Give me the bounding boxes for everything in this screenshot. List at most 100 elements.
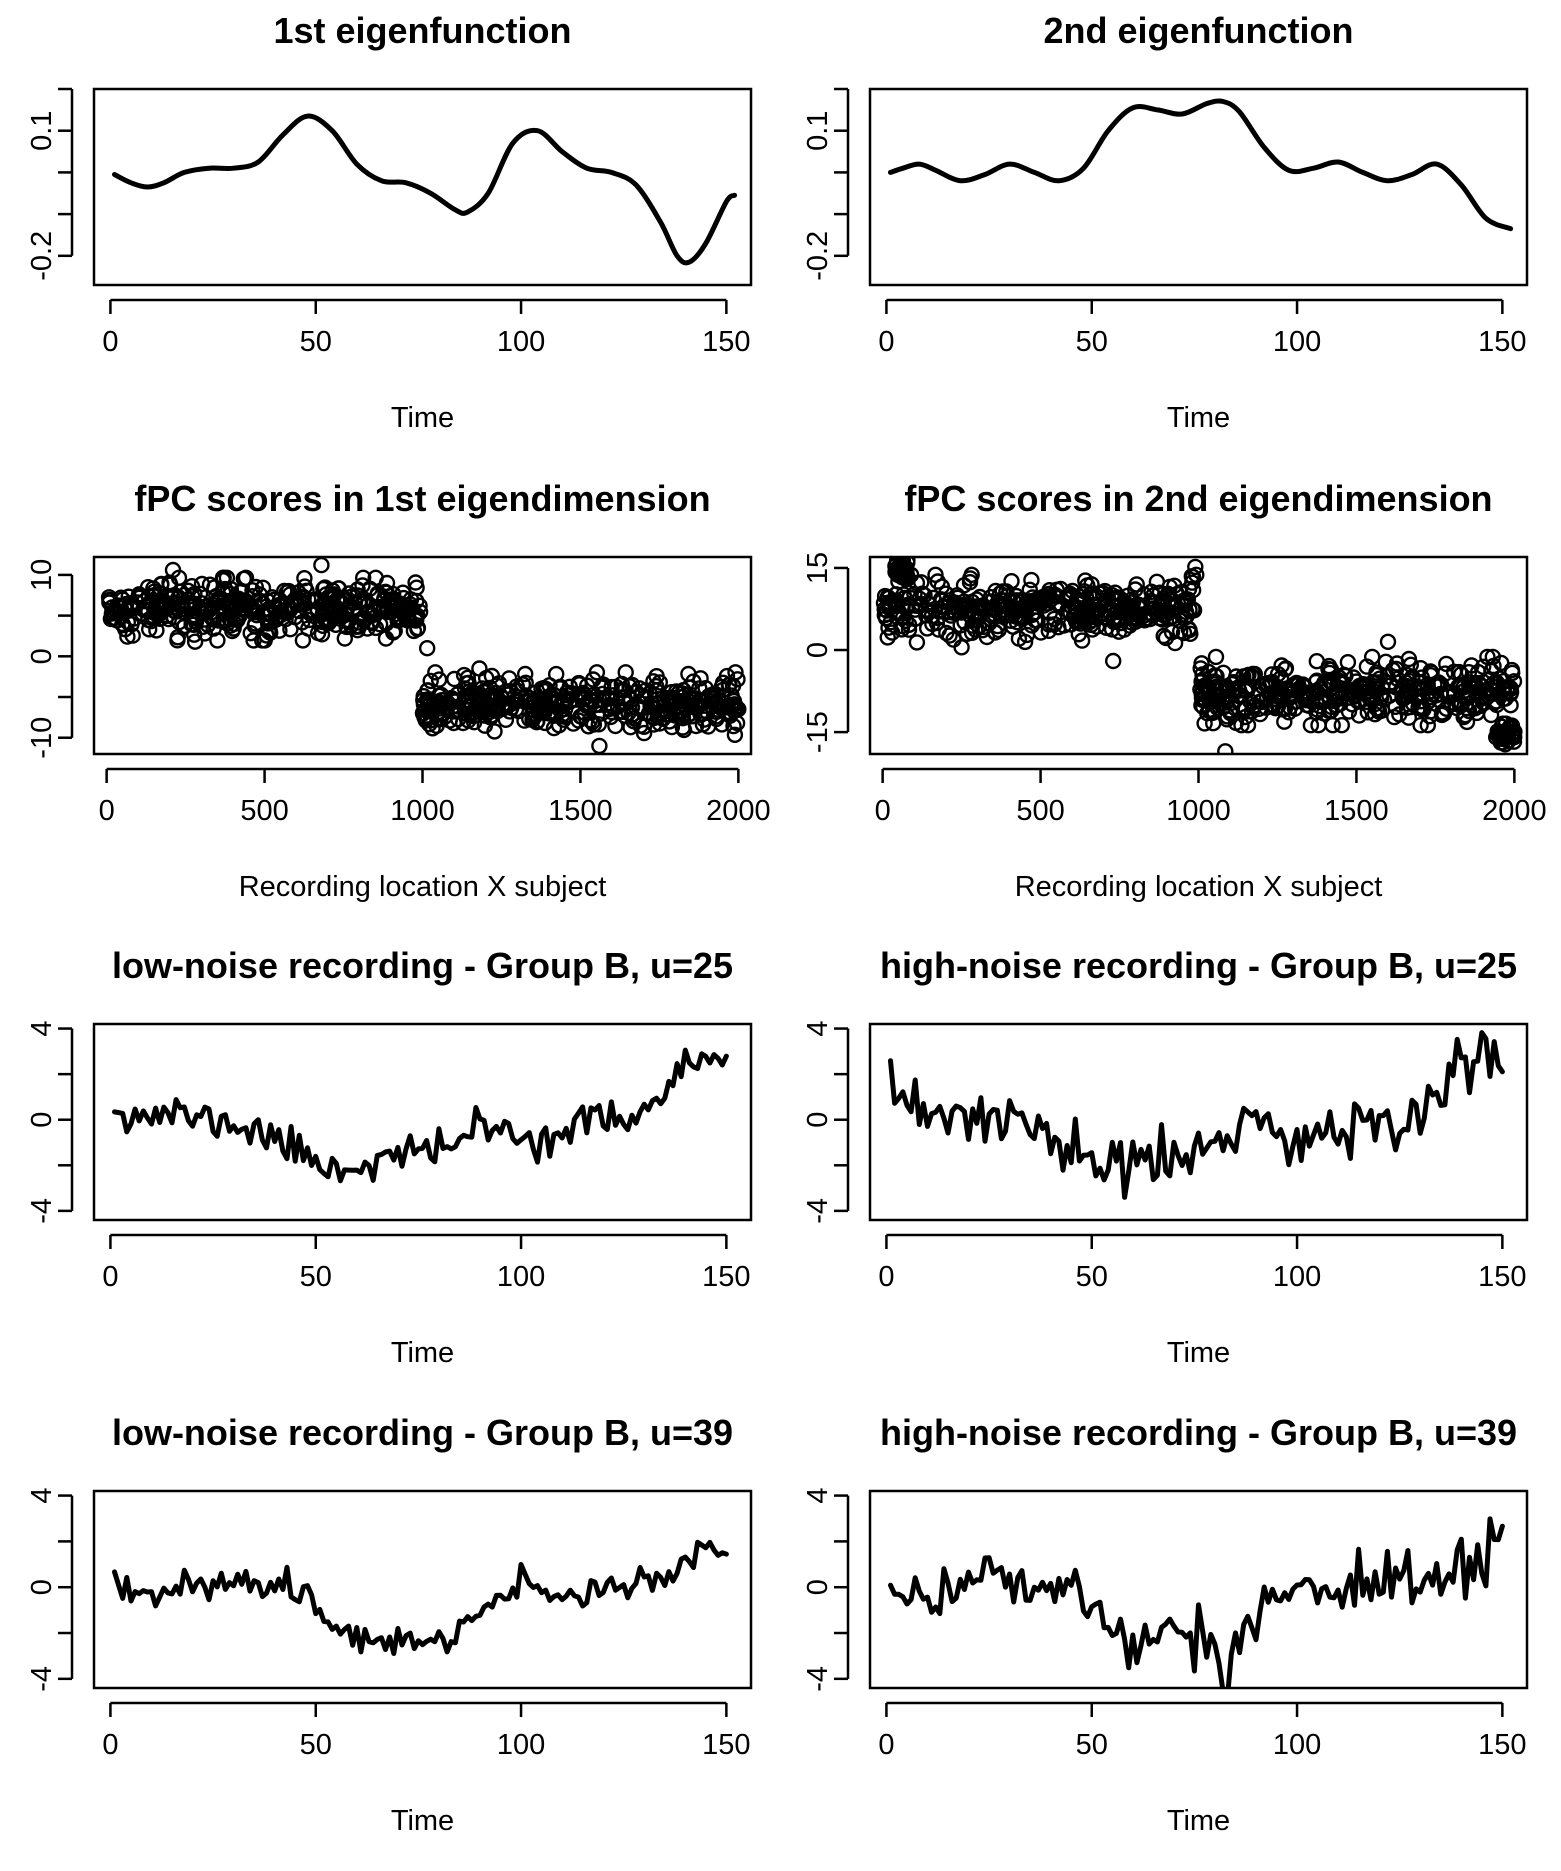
scatter-point [296, 570, 313, 587]
scatter-point [1233, 687, 1250, 704]
scatter-point [1371, 670, 1388, 687]
scatter-point [1286, 700, 1304, 717]
y-tick-label: 10 [26, 559, 58, 591]
scatter-point [1262, 685, 1280, 702]
x-tick-label: 100 [1273, 1729, 1321, 1761]
scatter-point [1398, 699, 1416, 716]
y-tick-label: 0 [26, 648, 58, 664]
scatter-point [430, 697, 447, 714]
scatter-point [130, 588, 147, 605]
scatter-point [281, 599, 298, 616]
scatter-point [1310, 717, 1327, 734]
scatter-point [101, 594, 118, 611]
y-tick-label: 4 [26, 1488, 58, 1504]
scatter-point [325, 608, 342, 625]
scatter-point [728, 699, 745, 716]
y-tick-label: 4 [26, 1020, 58, 1036]
scatter-point [1366, 706, 1384, 723]
x-tick-label: 1000 [390, 795, 455, 827]
scatter-point [1176, 609, 1193, 627]
scatter-point [1199, 705, 1216, 722]
data-marks [112, 1047, 729, 1184]
chart-title: fPC scores in 1st eigendimension [134, 478, 710, 519]
scatter-point [459, 669, 476, 686]
scatter-point [1320, 702, 1338, 720]
scatter-point [362, 613, 380, 630]
scatter-point [226, 600, 243, 618]
x-tick-label: 0 [99, 795, 115, 827]
scatter-point [411, 603, 429, 621]
scatter-point [1188, 566, 1205, 583]
scatter-point [1398, 666, 1416, 683]
scatter-point [379, 603, 396, 621]
scatter-point [1068, 590, 1086, 608]
scatter-point [1455, 679, 1472, 696]
x-tick-label: 0 [102, 1261, 118, 1293]
scatter-point [476, 717, 494, 734]
x-tick-label: 0 [878, 1261, 894, 1293]
scatter-point [1152, 602, 1170, 620]
scatter-point [1276, 713, 1293, 730]
scatter-point [661, 698, 679, 715]
y-tick-label: -4 [802, 1198, 834, 1224]
chart-title: 2nd eigenfunction [1044, 10, 1354, 51]
scatter-point [545, 719, 563, 737]
scatter-point [362, 606, 380, 623]
scatter-point [1176, 592, 1194, 609]
scatter-point [992, 597, 1009, 614]
scatter-point [153, 598, 170, 616]
scatter-point [294, 632, 312, 649]
scatter-point [1104, 652, 1122, 670]
scatter-point [408, 592, 425, 610]
scatter-point [1485, 657, 1502, 675]
scatter-point [987, 624, 1004, 641]
scatter-point [617, 664, 634, 681]
x-axis-label: Recording location X subject [1015, 871, 1383, 903]
scatter-point [1159, 585, 1177, 602]
y-tick-label: 0 [26, 1112, 58, 1128]
series-line [112, 1047, 729, 1184]
x-tick-label: 2000 [706, 795, 771, 827]
scatter-point [899, 568, 916, 586]
x-axis-label: Time [1167, 1337, 1230, 1369]
x-axis-label: Time [1167, 1805, 1230, 1837]
x-tick-label: 150 [1478, 1729, 1526, 1761]
panel-low25: low-noise recording - Group B, u=25 0 50 10… [26, 945, 753, 1369]
series-line [112, 1539, 729, 1656]
scatter-point [345, 602, 362, 619]
scatter-point [408, 611, 425, 629]
scatter-point [1227, 714, 1245, 731]
x-tick-label: 0 [875, 795, 891, 827]
scatter-point [509, 682, 527, 700]
x-tick-label: 0 [102, 1729, 118, 1761]
scatter-point [433, 686, 450, 704]
scatter-point [450, 698, 467, 715]
scatter-point [1083, 606, 1100, 623]
scatter-point [552, 678, 569, 695]
scatter-point [235, 570, 253, 587]
data-marks [888, 1030, 1505, 1200]
scatter-point [501, 683, 518, 700]
scatter-point [242, 625, 259, 642]
scatter-point [294, 614, 311, 631]
scatter-point [119, 613, 137, 631]
chart-title: high-noise recording - Group B, u=25 [880, 945, 1517, 986]
scatter-point [405, 622, 423, 640]
scatter-point [140, 621, 158, 638]
scatter-point [984, 607, 1001, 625]
scatter-point [963, 566, 980, 583]
series-line [888, 1516, 1505, 1687]
scatter-point [1073, 632, 1091, 649]
panel-eig1: 1st eigenfunction 0 50 100 150 Time -0.2 0.1 [26, 10, 753, 434]
scatter-point [1217, 743, 1234, 753]
scatter-point [385, 624, 402, 641]
x-tick-label: 150 [702, 326, 750, 358]
scatter-point [1109, 603, 1126, 621]
scatter-point [1246, 665, 1264, 683]
scatter-point [1359, 704, 1377, 721]
scatter-point [1429, 674, 1447, 691]
scatter-point [324, 582, 341, 599]
scatter-point [264, 589, 281, 606]
scatter-point [1258, 675, 1276, 692]
scatter-point [354, 577, 371, 594]
